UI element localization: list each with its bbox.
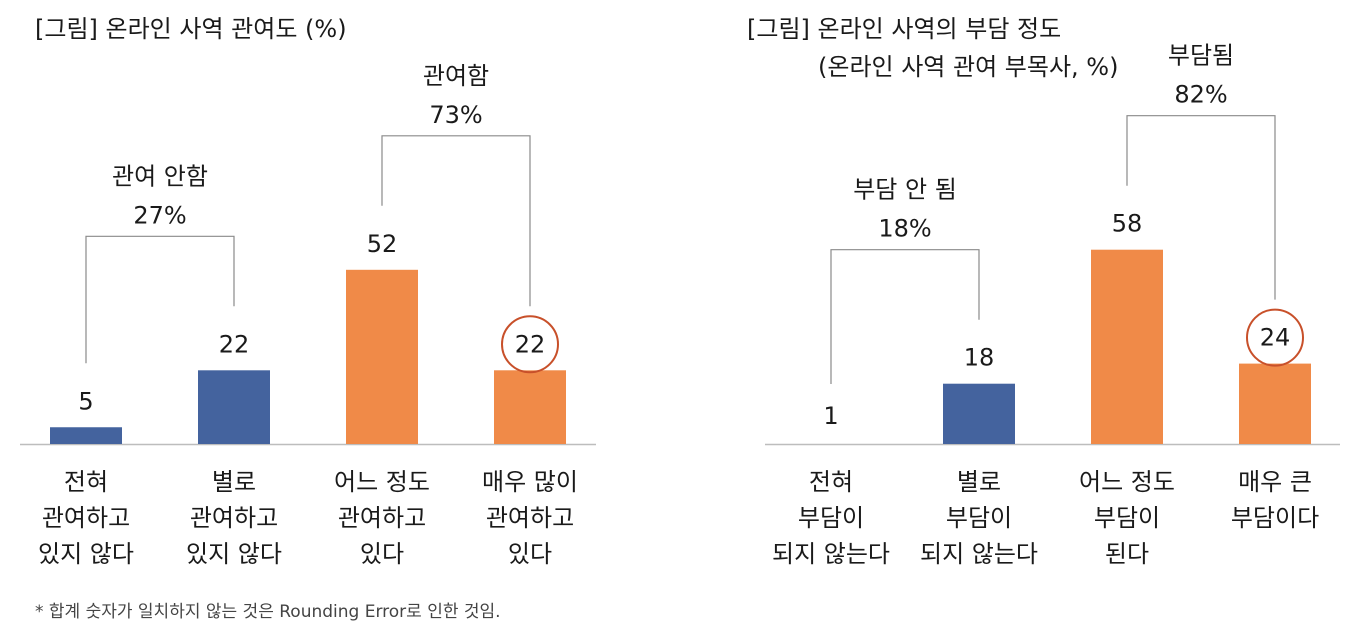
category-label-3-line-2: 부담이 (1094, 504, 1160, 532)
category-label-4-line-1: 매우 큰 (1238, 468, 1312, 496)
category-label-1-line-3: 되지 않는다 (772, 540, 890, 568)
bar-3 (346, 269, 418, 444)
data-label-3: 58 (1112, 210, 1143, 238)
category-label-2-line-2: 부담이 (946, 504, 1012, 532)
category-label-1-line-2: 부담이 (798, 504, 864, 532)
bar-4 (494, 370, 566, 444)
category-label-1-line-1: 전혀 (809, 468, 853, 496)
category-label-3-line-2: 관여하고 (338, 504, 426, 532)
category-label-2-line-1: 별로 (212, 468, 256, 496)
bar-2 (198, 370, 270, 444)
group-total-1: 27% (133, 201, 186, 229)
group-bracket-2 (1126, 115, 1276, 300)
group-bracket-2 (381, 135, 531, 307)
data-label-4: 22 (515, 330, 546, 358)
category-label-3-line-3: 있다 (360, 540, 404, 568)
bar-3 (1091, 249, 1163, 444)
highlight-circle (501, 315, 559, 374)
category-label-1-line-1: 전혀 (64, 468, 108, 496)
category-label-2-line-1: 별로 (957, 468, 1001, 496)
highlight-circle (1246, 308, 1304, 367)
group-label-2: 관여함 (423, 62, 489, 90)
bar-1 (50, 427, 122, 444)
group-total-1: 18% (878, 215, 931, 243)
footnote: * 합계 숫자가 일치하지 않는 것은 Rounding Error로 인한 것… (35, 602, 501, 622)
category-label-2-line-3: 있지 않다 (186, 540, 282, 568)
category-label-1-line-3: 있지 않다 (38, 540, 134, 568)
group-label-1: 부담 안 됨 (853, 176, 957, 204)
chart-title: [그림] 온라인 사역 관여도 (%) (35, 15, 347, 43)
group-label-2: 부담됨 (1168, 42, 1234, 70)
group-bracket-1 (85, 235, 235, 364)
group-total-2: 73% (429, 101, 482, 129)
group-total-2: 82% (1174, 81, 1227, 109)
data-label-2: 18 (964, 344, 995, 372)
data-label-2: 22 (219, 330, 250, 358)
chart-title: [그림] 온라인 사역의 부담 정도 (747, 15, 1061, 43)
category-label-2-line-2: 관여하고 (190, 504, 278, 532)
category-label-2-line-3: 되지 않는다 (920, 540, 1038, 568)
group-bracket-1 (830, 249, 980, 384)
category-label-4-line-3: 있다 (508, 540, 552, 568)
category-label-4-line-1: 매우 많이 (482, 468, 578, 496)
category-label-3-line-3: 된다 (1105, 540, 1149, 568)
category-label-3-line-1: 어느 정도 (1079, 468, 1175, 496)
chart-subtitle: (온라인 사역 관여 부목사, %) (818, 53, 1118, 81)
bar-4 (1239, 363, 1311, 444)
group-label-1: 관여 안함 (112, 162, 208, 190)
data-label-1: 5 (78, 387, 93, 415)
data-label-1: 1 (823, 402, 838, 430)
category-label-4-line-2: 관여하고 (486, 504, 574, 532)
data-label-4: 24 (1260, 324, 1291, 352)
bar-2 (943, 383, 1015, 444)
category-label-4-line-2: 부담이다 (1231, 504, 1319, 532)
category-label-3-line-1: 어느 정도 (334, 468, 430, 496)
category-label-1-line-2: 관여하고 (42, 504, 130, 532)
data-label-3: 52 (367, 230, 398, 258)
